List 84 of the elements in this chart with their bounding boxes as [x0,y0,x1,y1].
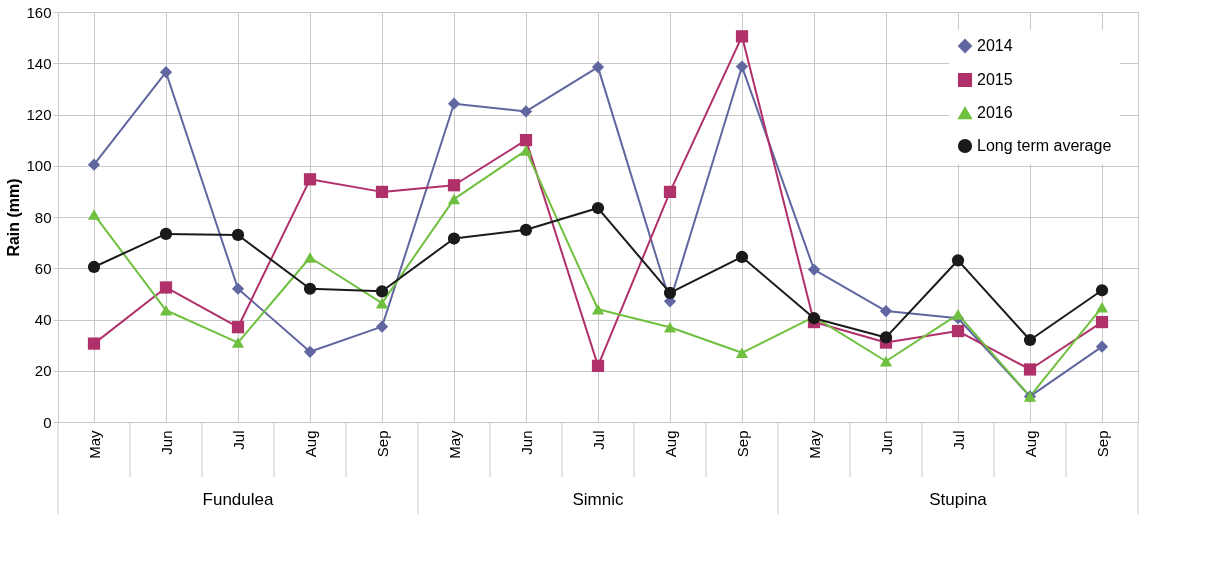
y-tick-label: 160 [26,3,52,21]
point [951,324,965,338]
point [663,321,677,333]
point [591,359,605,372]
point [1095,340,1109,353]
point [231,228,245,242]
point [87,260,101,274]
x-tick-label: Jun [157,430,175,455]
y-tick-label: 120 [26,106,52,123]
point [1023,333,1037,347]
x-tick-label: Aug [661,430,679,458]
x-tick-label: Sep [733,430,751,458]
x-tick-label: Aug [1021,430,1039,458]
point [519,134,533,147]
point [303,173,317,186]
point [375,285,389,298]
point [1023,363,1037,376]
point [87,158,101,171]
x-tick-label: Sep [1093,430,1111,458]
legend-label: Long term average [977,137,1112,154]
point [375,320,389,333]
point [879,304,893,318]
point [447,193,461,205]
point [663,185,677,199]
point [735,347,749,359]
x-tick-label: Sep [373,430,391,458]
text: Stupina [929,490,988,509]
point [303,252,317,263]
point [735,250,749,264]
point [591,201,605,215]
y-tick-label: 0 [43,413,52,431]
x-tick-label: May [445,430,463,459]
x-tick-label: Aug [301,430,319,458]
point [591,303,605,315]
x-tick-label: May [805,430,823,459]
point [519,105,533,118]
legend-label: 2014 [977,37,1013,54]
point [231,282,245,295]
x-tick-label: Jul [949,430,967,450]
point [879,355,893,367]
point [951,309,965,320]
y-axis-title: Rain (mm) [5,178,23,257]
x-tick-label: Jul [229,430,247,450]
text: Fundulea [202,490,274,509]
point [735,30,749,43]
point [807,263,821,276]
point [303,345,317,358]
point [663,286,677,299]
point [1095,301,1109,313]
point [519,223,533,236]
point [519,145,533,156]
point [879,331,893,344]
point [447,232,461,245]
point [951,254,965,267]
x-tick-label: Jun [877,430,895,455]
point [231,337,245,348]
point [591,60,605,74]
legend-label: 2016 [977,104,1013,121]
point [735,60,749,73]
point [1095,315,1109,329]
legend-label: 2015 [977,71,1013,88]
y-tick-label: 20 [34,362,52,380]
text: Simnic [572,490,624,509]
x-tick-label: Jun [517,430,535,455]
point [159,66,173,79]
point [447,97,461,110]
x-tick-label: Jul [589,430,607,450]
y-tick-label: 80 [34,208,52,226]
point [159,304,173,316]
y-tick-label: 60 [34,259,52,277]
point [375,185,389,199]
point [87,337,101,350]
point [303,282,317,295]
point [447,179,461,192]
y-tick-label: 100 [26,157,52,175]
point [159,281,173,294]
x-tick-label: May [85,430,103,459]
point [1095,284,1109,297]
point [231,321,245,334]
point [87,209,101,220]
y-tick-label: 140 [26,54,52,72]
point [375,297,389,309]
point [159,227,173,241]
y-tick-label: 40 [34,311,52,328]
